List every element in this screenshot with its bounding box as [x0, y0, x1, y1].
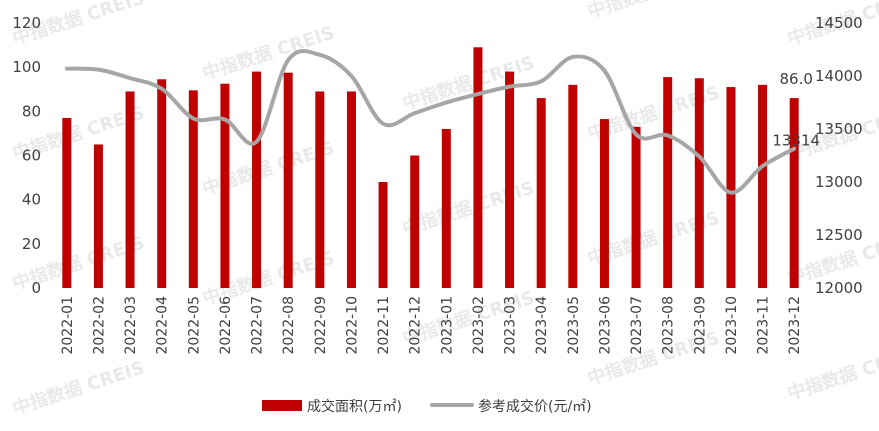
left-tick-label: 60 — [22, 147, 41, 165]
watermark-text: 中指数据 CREIS — [10, 356, 147, 419]
bar-2022-07 — [252, 72, 261, 288]
bar-2023-02 — [473, 47, 482, 288]
x-tick-label: 2023-02 — [471, 296, 487, 355]
x-tick-label: 2023-06 — [597, 296, 613, 355]
bar-2023-10 — [726, 87, 735, 288]
bar-2022-06 — [220, 84, 229, 288]
watermark-text: 中指数据 CREIS — [400, 176, 537, 239]
bar-2022-11 — [379, 182, 388, 288]
left-tick-label: 40 — [22, 191, 41, 209]
x-tick-label: 2022-11 — [376, 296, 392, 355]
bar-2023-08 — [663, 77, 672, 288]
left-tick-label: 120 — [12, 14, 41, 32]
watermark-text: 中指数据 CREIS — [585, 0, 722, 23]
bar-2022-03 — [126, 91, 135, 288]
bar-2023-07 — [632, 127, 641, 288]
bar-2023-11 — [758, 85, 767, 288]
x-tick-label: 2022-01 — [60, 296, 76, 355]
right-tick-label: 12500 — [815, 226, 863, 244]
x-tick-label: 2023-04 — [534, 296, 550, 355]
bar-2023-01 — [442, 129, 451, 288]
right-tick-label: 13500 — [815, 120, 863, 138]
bar-2023-06 — [600, 119, 609, 288]
left-tick-label: 100 — [12, 58, 41, 76]
x-tick-label: 2023-10 — [724, 296, 740, 355]
x-tick-label: 2023-12 — [787, 296, 803, 355]
bar-last-data-label: 86.0 — [779, 70, 812, 88]
x-tick-label: 2023-07 — [629, 296, 645, 355]
right-tick-label: 12000 — [815, 279, 863, 297]
left-tick-label: 20 — [22, 235, 41, 253]
legend-label-area: 成交面积(万㎡) — [307, 398, 402, 415]
right-tick-label: 14000 — [815, 67, 863, 85]
bar-2023-09 — [695, 78, 704, 288]
left-tick-label: 0 — [31, 279, 41, 297]
x-tick-label: 2022-07 — [250, 296, 266, 355]
bar-2022-12 — [410, 156, 419, 289]
bar-2022-09 — [315, 91, 324, 288]
line-last-data-label: 13314 — [772, 132, 820, 150]
right-tick-label: 14500 — [815, 14, 863, 32]
bar-2023-12 — [790, 98, 799, 288]
legend-label-price: 参考成交价(元/㎡) — [478, 398, 592, 415]
x-tick-label: 2022-09 — [313, 296, 329, 355]
x-tick-label: 2023-05 — [566, 296, 582, 355]
x-tick-label: 2023-11 — [756, 296, 772, 355]
line-series-price — [67, 51, 794, 193]
x-tick-label: 2023-01 — [439, 296, 455, 355]
bar-2022-08 — [284, 73, 293, 288]
watermark-text: 中指数据 CREIS — [400, 51, 537, 114]
x-tick-label: 2022-03 — [123, 296, 139, 355]
bar-2022-04 — [157, 79, 166, 288]
x-tick-label: 2022-06 — [218, 296, 234, 355]
bar-2023-05 — [568, 85, 577, 288]
x-tick-label: 2023-08 — [661, 296, 677, 355]
legend: 成交面积(万㎡) 参考成交价(元/㎡) — [262, 398, 592, 415]
legend-swatch-area — [262, 400, 302, 411]
x-tick-label: 2023-03 — [503, 296, 519, 355]
right-tick-label: 13000 — [815, 173, 863, 191]
bar-2023-04 — [537, 98, 546, 288]
x-tick-label: 2022-12 — [408, 296, 424, 355]
x-tick-label: 2023-09 — [692, 296, 708, 355]
bars-layer — [62, 47, 798, 288]
line-layer — [67, 51, 795, 193]
x-tick-label: 2022-10 — [344, 296, 360, 355]
x-tick-label: 2022-02 — [91, 296, 107, 355]
x-tick-label: 2022-08 — [281, 296, 297, 355]
bar-2022-10 — [347, 91, 356, 288]
x-tick-label: 2022-04 — [155, 296, 171, 355]
left-tick-label: 80 — [22, 102, 41, 120]
bar-2022-01 — [62, 118, 71, 288]
x-tick-label: 2022-05 — [186, 296, 202, 355]
bar-2022-02 — [94, 144, 103, 288]
bar-2023-03 — [505, 72, 514, 288]
